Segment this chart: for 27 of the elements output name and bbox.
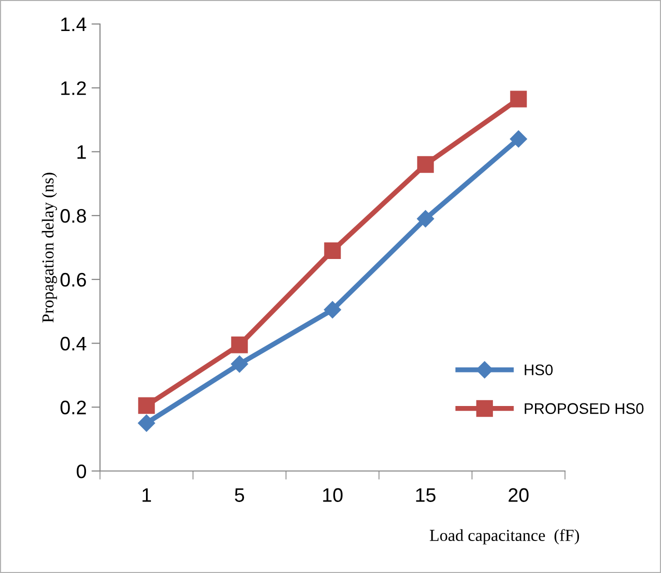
y-tick-label: 0.8 — [60, 209, 86, 223]
point — [324, 301, 342, 318]
y-tick-label: 0 — [76, 464, 86, 478]
legend-label: PROPOSED HS0 — [524, 403, 644, 414]
point — [138, 397, 155, 414]
x-tick-label: 20 — [508, 488, 529, 502]
x-tick-label: 10 — [323, 488, 343, 502]
x-tick-label: 15 — [416, 488, 436, 502]
point — [231, 336, 248, 354]
y-tick-label: 1.2 — [61, 81, 86, 95]
y-tick-label: 0.4 — [60, 336, 86, 351]
point — [230, 355, 248, 373]
point — [138, 414, 156, 432]
x-axis-title: Load capacitance (fF) — [430, 529, 580, 544]
y-tick-label: 0.6 — [60, 272, 86, 287]
point — [510, 130, 528, 148]
y-tick-label: 1 — [77, 145, 86, 159]
point — [416, 210, 434, 228]
point — [324, 242, 341, 260]
legend-label: HS0 — [524, 364, 553, 376]
point — [510, 90, 527, 108]
y-tick-label: 0.2 — [60, 400, 86, 414]
y-tick-label: 1.4 — [61, 18, 86, 32]
point — [417, 156, 434, 173]
x-tick-label: 1 — [142, 488, 151, 502]
x-tick-label: 5 — [234, 488, 244, 502]
y-axis-title: Propagation delay (ns) — [42, 172, 57, 322]
